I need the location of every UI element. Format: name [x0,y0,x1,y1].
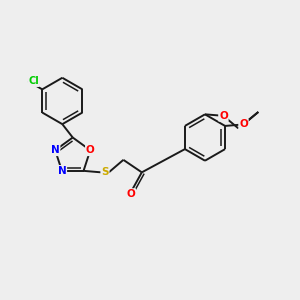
Text: N: N [58,166,66,176]
Text: N: N [51,145,60,155]
Text: O: O [126,189,135,199]
Text: S: S [101,167,109,177]
Text: Cl: Cl [28,76,39,86]
Text: O: O [219,111,228,121]
Text: O: O [239,119,248,129]
Text: O: O [86,145,94,155]
